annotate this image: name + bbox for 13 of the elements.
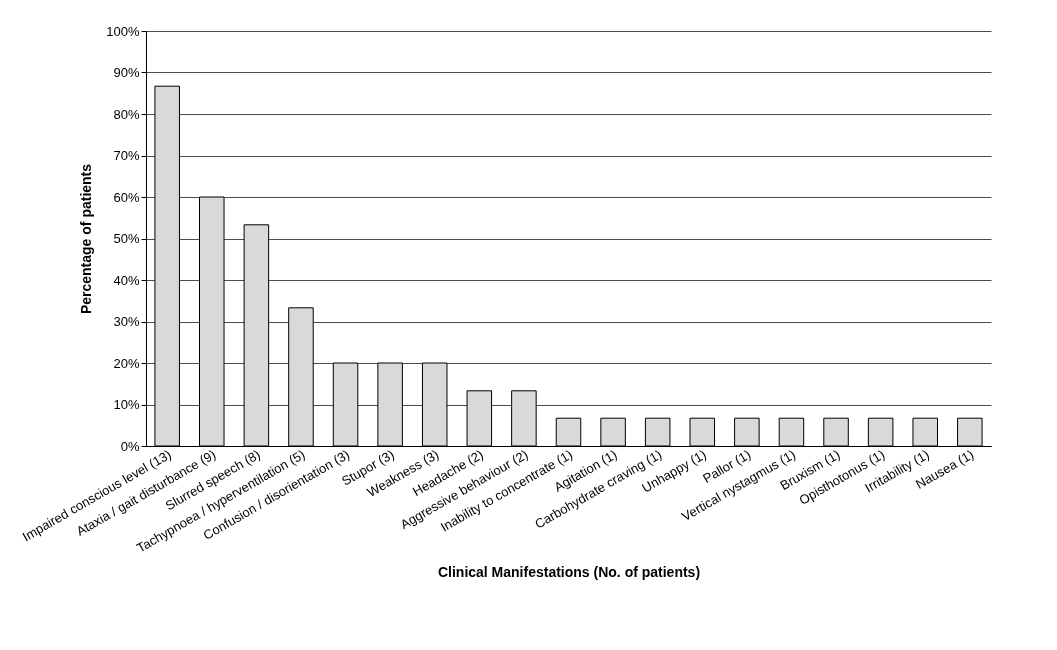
y-tick-label: 70% (113, 148, 140, 163)
y-tick-label: 30% (113, 314, 140, 329)
y-tick-label: 10% (113, 397, 140, 412)
y-axis-title: Percentage of patients (78, 163, 95, 315)
x-axis-title: Clinical Manifestations (No. of patients) (437, 563, 701, 580)
y-tick-label: 0% (120, 438, 140, 454)
y-tick-label: 40% (113, 272, 140, 288)
y-tick-label: 80% (113, 106, 140, 122)
y-tick-label: 90% (113, 65, 140, 80)
y-tick-label: 60% (113, 189, 140, 205)
y-tick-label: 20% (113, 355, 140, 371)
y-tick-label: 50% (113, 231, 140, 246)
y-tick-label: 100% (106, 23, 140, 39)
